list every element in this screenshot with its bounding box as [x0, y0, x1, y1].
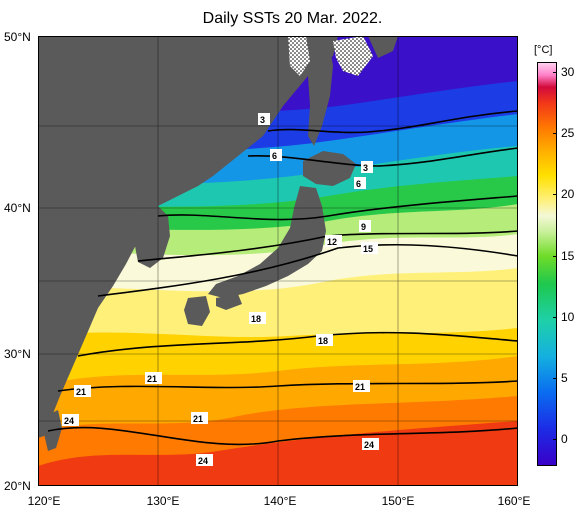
- contour-label-6-east: 6: [354, 177, 366, 189]
- svg-text:3: 3: [260, 115, 265, 125]
- lon-label-120: 120°E: [27, 494, 61, 508]
- land-sakhalin: [306, 36, 333, 146]
- svg-text:24: 24: [64, 416, 74, 426]
- svg-text:12: 12: [327, 237, 337, 247]
- contour-label-21-south: 21: [191, 412, 208, 424]
- contour-label-9: 9: [359, 220, 371, 232]
- colorbar-tick-mark-25: [553, 133, 557, 134]
- svg-text:3: 3: [363, 163, 368, 173]
- contour-label-24-south: 24: [196, 454, 213, 466]
- contour-label-6-west: 6: [270, 149, 282, 161]
- svg-text:6: 6: [272, 151, 277, 161]
- colorbar-unit: [°C]: [534, 44, 553, 56]
- graticule: [38, 36, 518, 486]
- svg-text:15: 15: [363, 244, 373, 254]
- svg-text:24: 24: [198, 456, 208, 466]
- colorbar-tick-mark-15: [553, 256, 557, 257]
- contour-label-15: 15: [361, 242, 378, 254]
- land-hokkaido: [303, 151, 356, 186]
- isotherm-24: [47, 426, 518, 446]
- contour-label-21-east: 21: [353, 380, 370, 392]
- isotherm-6: [247, 147, 518, 167]
- lat-label-20: 20°N: [4, 479, 31, 493]
- isotherms: [47, 110, 518, 446]
- colorbar-tick-mark-20: [553, 194, 557, 195]
- colorbar-tick-10: 10: [561, 310, 575, 324]
- contour-label-3-east: 3: [361, 161, 373, 173]
- svg-text:24: 24: [364, 440, 374, 450]
- land-kamchatka-coast: [368, 36, 398, 58]
- land-korea: [134, 204, 170, 268]
- lat-label-50: 50°N: [4, 30, 31, 44]
- isotherm-3: [267, 110, 518, 134]
- svg-text:18: 18: [318, 336, 328, 346]
- isotherm-15: [97, 243, 518, 297]
- contour-label-24-east: 24: [362, 438, 379, 450]
- colorbar-tick-25: 25: [561, 126, 575, 140]
- land-kyushu: [184, 296, 210, 326]
- isotherm-21: [57, 380, 518, 392]
- contour-label-3-west: 3: [258, 113, 270, 125]
- lat-label-40: 40°N: [4, 201, 31, 215]
- sea-ice-okhotsk-east: [333, 36, 373, 76]
- colorbar-tick-mark-5: [553, 378, 557, 379]
- colorbar-tick-mark-10: [553, 317, 557, 318]
- contour-label-18-north: 18: [249, 312, 266, 324]
- sst-map-svg: 3 6 3 6 9 12 15 18 18 21 21 21 21 24 24 …: [38, 36, 518, 486]
- contour-label-21-center: 21: [145, 372, 162, 384]
- contour-label-24-west: 24: [62, 414, 79, 426]
- land-asia-mainland: [38, 36, 338, 438]
- svg-text:6: 6: [356, 179, 361, 189]
- svg-text:21: 21: [76, 387, 86, 397]
- colorbar: [537, 62, 557, 466]
- lon-label-150: 150°E: [381, 494, 415, 508]
- lon-label-140: 140°E: [263, 494, 297, 508]
- colorbar-tick-5: 5: [561, 371, 568, 385]
- svg-text:21: 21: [355, 382, 365, 392]
- contour-label-21-west: 21: [74, 385, 91, 397]
- map-title: Daily SSTs 20 Mar. 2022.: [202, 10, 383, 27]
- contour-label-12: 12: [325, 235, 342, 247]
- colorbar-tick-20: 20: [561, 187, 575, 201]
- colorbar-tick-30: 30: [561, 65, 575, 79]
- lon-label-160: 160°E: [497, 494, 531, 508]
- land-honshu: [208, 186, 326, 298]
- sst-map: 3 6 3 6 9 12 15 18 18 21 21 21 21 24 24 …: [38, 36, 518, 486]
- svg-text:21: 21: [147, 374, 157, 384]
- map-frame: [38, 36, 518, 486]
- svg-text:21: 21: [193, 414, 203, 424]
- isotherm-9: [157, 195, 518, 221]
- colorbar-tick-0: 0: [561, 432, 568, 446]
- land-shikoku: [216, 294, 242, 310]
- colorbar-tick-mark-30: [553, 72, 557, 73]
- lat-label-30: 30°N: [4, 347, 31, 361]
- sea-ice-okhotsk-west: [288, 36, 310, 76]
- colorbar-tick-mark-0: [553, 439, 557, 440]
- contour-label-18-south: 18: [316, 334, 333, 346]
- contour-labels: 3 6 3 6 9 12 15 18 18 21 21 21 21 24 24 …: [62, 113, 379, 466]
- svg-text:9: 9: [361, 222, 366, 232]
- svg-text:18: 18: [251, 314, 261, 324]
- colorbar-tick-15: 15: [561, 249, 575, 263]
- lon-label-130: 130°E: [146, 494, 180, 508]
